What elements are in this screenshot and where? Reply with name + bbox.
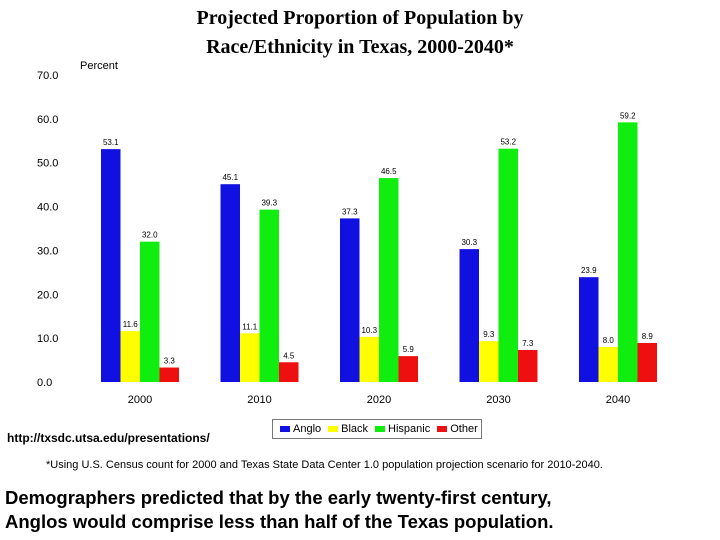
caption-line-1: Demographers predicted that by the early… bbox=[5, 487, 552, 508]
y-tick-label: 60.0 bbox=[37, 114, 58, 126]
bar-anglo-2040 bbox=[579, 277, 599, 382]
bar-other-2020 bbox=[398, 356, 418, 382]
y-axis-label: Percent bbox=[80, 60, 118, 72]
data-label-anglo-2020: 37.3 bbox=[342, 207, 358, 216]
bar-other-2040 bbox=[637, 342, 657, 382]
y-axis: 0.0 10.0 20.0 30.0 40.0 50.0 60.0 70.0 bbox=[37, 70, 58, 389]
source-url: http://txsdc.utsa.edu/presentations/ bbox=[7, 431, 210, 445]
data-label-hispanic-2040: 59.2 bbox=[620, 111, 636, 120]
caption-line-2: Anglos would comprise less than half of … bbox=[5, 511, 554, 532]
data-label-anglo-2040: 23.9 bbox=[581, 266, 597, 275]
legend: Anglo Black Hispanic Other bbox=[272, 419, 482, 439]
bar-hispanic-2000 bbox=[140, 241, 160, 382]
bar-anglo-2000 bbox=[101, 149, 121, 382]
bar-hispanic-2030 bbox=[498, 148, 518, 382]
bar-black-2000 bbox=[120, 331, 140, 382]
y-tick-label: 50.0 bbox=[37, 158, 58, 170]
x-tick-label: 2030 bbox=[486, 394, 510, 406]
title-line-2: Race/Ethnicity in Texas, 2000-2040* bbox=[206, 36, 514, 58]
legend-swatch-hispanic bbox=[375, 426, 386, 432]
legend-item-black: Black bbox=[328, 423, 368, 435]
x-tick-label: 2020 bbox=[367, 394, 391, 406]
data-label-anglo-2010: 45.1 bbox=[222, 173, 238, 182]
y-tick-label: 20.0 bbox=[37, 289, 58, 301]
bar-black-2020 bbox=[359, 336, 379, 382]
bar-hispanic-2010 bbox=[259, 209, 279, 382]
legend-item-hispanic: Hispanic bbox=[375, 423, 430, 435]
legend-label-hispanic: Hispanic bbox=[388, 423, 431, 435]
legend-label-other: Other bbox=[450, 423, 478, 435]
data-label-black-2000: 11.6 bbox=[123, 320, 139, 329]
data-label-hispanic-2000: 32.0 bbox=[142, 231, 158, 240]
x-tick-label: 2040 bbox=[606, 394, 630, 406]
bar-black-2030 bbox=[479, 341, 499, 382]
x-tick-label: 2000 bbox=[128, 394, 152, 406]
bar-black-2010 bbox=[240, 333, 260, 382]
legend-item-anglo: Anglo bbox=[280, 423, 321, 435]
data-label-other-2040: 8.9 bbox=[642, 332, 654, 341]
caption: Demographers predicted that by the early… bbox=[5, 486, 717, 534]
data-label-hispanic-2010: 39.3 bbox=[261, 199, 277, 208]
data-label-other-2000: 3.3 bbox=[164, 357, 176, 366]
x-axis: 2000 2010 2020 2030 2040 bbox=[128, 394, 630, 406]
data-label-other-2030: 7.3 bbox=[522, 339, 534, 348]
data-label-black-2020: 10.3 bbox=[361, 326, 377, 335]
footnote: *Using U.S. Census count for 2000 and Te… bbox=[46, 459, 603, 471]
bar-hispanic-2020 bbox=[379, 178, 399, 382]
data-label-other-2010: 4.5 bbox=[283, 351, 295, 360]
bar-other-2010 bbox=[279, 362, 299, 382]
title-line-1: Projected Proportion of Population by bbox=[196, 7, 524, 29]
bar-other-2000 bbox=[159, 367, 179, 382]
x-tick-label: 2010 bbox=[247, 394, 271, 406]
bar-anglo-2020 bbox=[340, 218, 360, 382]
bar-black-2040 bbox=[598, 346, 618, 382]
legend-swatch-other bbox=[437, 426, 448, 432]
y-tick-label: 30.0 bbox=[37, 245, 58, 257]
data-label-black-2040: 8.0 bbox=[603, 336, 615, 345]
legend-swatch-black bbox=[328, 426, 339, 432]
bar-chart: Percent 0.010.020.030.040.050.060.070.0 … bbox=[37, 60, 657, 406]
chart-title: Projected Proportion of Population by Ra… bbox=[0, 4, 720, 62]
data-label-hispanic-2020: 46.5 bbox=[381, 167, 397, 176]
data-label-anglo-2000: 53.1 bbox=[103, 138, 119, 147]
data-label-other-2020: 5.9 bbox=[403, 345, 415, 354]
y-tick-label: 70.0 bbox=[37, 70, 58, 82]
y-tick-label: 0.0 bbox=[37, 377, 52, 389]
bar-anglo-2030 bbox=[459, 249, 479, 382]
bar-anglo-2010 bbox=[220, 184, 240, 382]
y-tick-label: 10.0 bbox=[37, 333, 58, 345]
legend-item-other: Other bbox=[437, 423, 478, 435]
bar-other-2030 bbox=[518, 349, 538, 382]
legend-swatch-anglo bbox=[280, 426, 290, 432]
bar-hispanic-2040 bbox=[618, 122, 638, 382]
data-label-hispanic-2030: 53.2 bbox=[500, 138, 516, 147]
data-label-black-2030: 9.3 bbox=[483, 330, 495, 339]
data-label-black-2010: 11.1 bbox=[242, 322, 258, 331]
legend-label-anglo: Anglo bbox=[293, 423, 322, 435]
data-label-anglo-2030: 30.3 bbox=[461, 238, 477, 247]
plot-area: 53.1 11.6 32.0 3.3 45.1 11.1 39.3 4.5 37.3 10.3 46… bbox=[101, 111, 657, 382]
legend-label-black: Black bbox=[341, 423, 369, 435]
y-tick-label: 40.0 bbox=[37, 202, 58, 214]
